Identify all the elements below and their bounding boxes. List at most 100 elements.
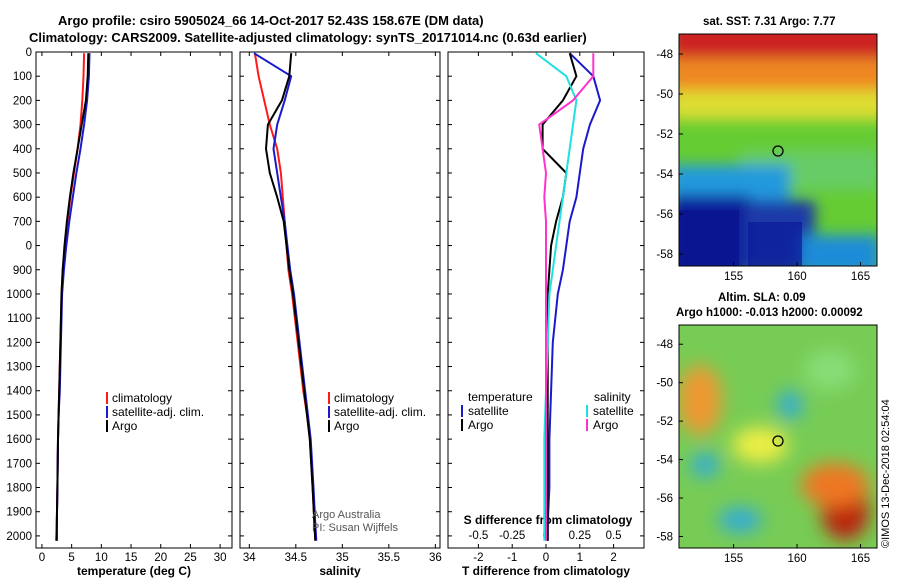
legend-label-climatology: climatology: [334, 391, 394, 405]
salinity-legend: climatology satellite-adj. clim. Argo Ar…: [312, 391, 426, 534]
sla-map-frame: [678, 324, 878, 549]
map-y-tick-label: -58: [656, 531, 673, 543]
legend-label-argo: Argo: [112, 419, 138, 433]
y-tick-label: 600: [13, 192, 32, 204]
x-tick-label: 10: [95, 552, 108, 564]
legend-title-temperature: temperature: [468, 390, 533, 404]
y-tick-label: 700: [13, 216, 32, 228]
map-x-tick-label: 160: [787, 553, 806, 565]
y-tick-label: 1300: [6, 362, 32, 374]
legend-label-satellite-adj: satellite-adj. clim.: [112, 405, 204, 419]
y-tick-label: 900: [13, 265, 32, 277]
legend-label-climatology: climatology: [112, 391, 172, 405]
map-y-tick-label: -48: [656, 339, 673, 351]
y-tick-label: 1200: [6, 337, 32, 349]
map-y-tick-label: -56: [656, 209, 673, 221]
sst-map-title: sat. SST: 7.31 Argo: 7.77: [703, 16, 836, 28]
y-tick-label: 1700: [6, 458, 32, 470]
imos-credit: ©IMOS 13-Dec-2018 02:54:04: [880, 399, 892, 548]
map-y-tick-label: -50: [656, 89, 673, 101]
legend-label-sal-satellite: satellite: [593, 404, 634, 418]
salinity-panel: 34 34.5 35 35.5 36 salinity: [239, 51, 442, 578]
credit-line-2: PI: Susan Wijffels: [312, 522, 398, 534]
y-tick-label: 1900: [6, 507, 32, 519]
y-tick-label: 100: [13, 71, 32, 83]
sla-float-marker: [772, 435, 784, 447]
sst-field: [679, 34, 877, 266]
header-line-1: Argo profile: csiro 5905024_66 14-Oct-20…: [58, 13, 484, 28]
x-tick-label: -1: [507, 552, 517, 564]
y-tick-label: 0: [26, 47, 32, 59]
x-tick-label: 34: [243, 552, 256, 564]
y-tick-label: 500: [13, 168, 32, 180]
x-axis-label: salinity: [319, 564, 361, 578]
plot-frame: [35, 51, 233, 549]
x-tick-label: 15: [125, 552, 138, 564]
map-y-tick-label: -54: [656, 455, 673, 467]
x-tick-label: 35.5: [378, 552, 400, 564]
y-tick-label: 200: [13, 95, 32, 107]
x-axis-label: T difference from climatology: [462, 564, 630, 578]
x-tick-label: 1: [577, 552, 583, 564]
map-ticks: 155 160 165 -48 -50 -52 -54 -56 -58 155 160 165 -48 -…: [656, 49, 870, 565]
temperature-legend: climatology satellite-adj. clim. Argo: [106, 391, 204, 433]
series-line-salinity-satellite: [535, 52, 578, 541]
map-y-tick-label: -56: [656, 493, 673, 505]
x-tick-label: -2: [473, 552, 483, 564]
map-x-tick-label: 165: [851, 271, 870, 283]
x-tick-label: 0: [543, 552, 549, 564]
series-line-argo: [265, 53, 317, 541]
map-y-tick-label: -52: [656, 129, 673, 141]
y-tick-label: 1000: [6, 289, 32, 301]
y-tick-label: 1600: [6, 434, 32, 446]
sst-map: [678, 33, 878, 267]
difference-legend: temperature salinity satellite Argo sate…: [461, 390, 634, 432]
series-line-temperature-satellite: [546, 52, 602, 541]
temperature-panel: 0 100 200 300 400 500 600 700 0 900 1000 1100 1200 13…: [6, 47, 233, 578]
legend-label-satellite-adj: satellite-adj. clim.: [334, 405, 426, 419]
series-line-argo: [55, 53, 90, 541]
legend-label-temp-argo: Argo: [468, 418, 494, 432]
map-y-tick-label: -54: [656, 169, 673, 181]
x-tick-label: 34.5: [285, 552, 307, 564]
x-tick-label: 25: [184, 552, 197, 564]
sst-map-frame: [678, 33, 878, 267]
map-y-tick-label: -50: [656, 378, 673, 390]
x-tick-label: 35: [336, 552, 349, 564]
y-tick-label: 1800: [6, 483, 32, 495]
legend-label-argo: Argo: [334, 419, 360, 433]
map-x-tick-label: 155: [724, 553, 743, 565]
x-tick-label: 5: [68, 552, 74, 564]
x-tick-label: 36: [429, 552, 442, 564]
map-x-tick-label: 155: [724, 271, 743, 283]
map-y-tick-label: -58: [656, 249, 673, 261]
legend-title-salinity: salinity: [594, 390, 631, 404]
legend-label-sal-argo: Argo: [593, 418, 619, 432]
sla-map-title-1: Altim. SLA: 0.09: [718, 292, 806, 304]
map-x-tick-label: 165: [851, 553, 870, 565]
map-x-tick-label: 160: [787, 271, 806, 283]
map-y-tick-label: -52: [656, 416, 673, 428]
y-tick-label: 0: [26, 241, 32, 253]
x-tick-label-secondary: 0.25: [569, 530, 591, 542]
sla-map-title-2: Argo h1000: -0.013 h2000: 0.00092: [676, 307, 863, 319]
sla-map: [678, 324, 878, 549]
y-tick-label: 2000: [6, 531, 32, 543]
x-tick-label-secondary: 0.5: [606, 530, 622, 542]
series-line-salinity-argo: [538, 53, 595, 541]
legend-label-temp-satellite: satellite: [468, 404, 509, 418]
map-y-tick-label: -48: [656, 49, 673, 61]
x-tick-label: 30: [214, 552, 227, 564]
y-tick-label: 400: [13, 144, 32, 156]
x-tick-label: 20: [154, 552, 167, 564]
y-tick-label: 300: [13, 120, 32, 132]
sst-float-marker: [772, 145, 784, 157]
x-tick-label-secondary: -0.25: [499, 530, 525, 542]
y-tick-label: 1400: [6, 386, 32, 398]
header-line-2: Climatology: CARS2009. Satellite-adjuste…: [29, 30, 587, 45]
y-tick-label: 1100: [7, 313, 32, 325]
y-tick-label: 1500: [6, 410, 32, 422]
x-tick-label-secondary: -0.5: [468, 530, 488, 542]
